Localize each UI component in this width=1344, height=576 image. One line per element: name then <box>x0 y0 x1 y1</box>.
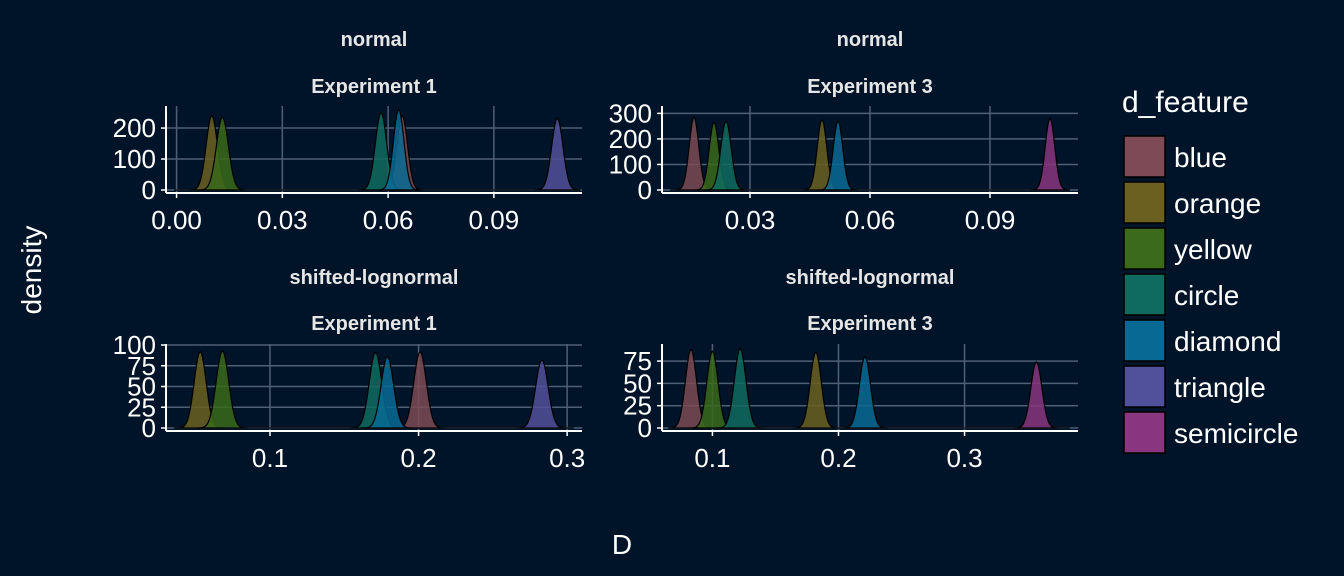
x-tick-label: 0.03 <box>725 205 776 235</box>
legend-key-swatch <box>1123 319 1166 362</box>
legend-key-swatch <box>1123 181 1166 224</box>
x-tick-label: 0.1 <box>252 443 288 473</box>
x-tick-label: 0.06 <box>363 205 414 235</box>
x-tick-label: 0.09 <box>469 205 520 235</box>
legend: d_feature blue orange yellow circle diamond t… <box>1122 86 1298 454</box>
x-tick-label: 0.03 <box>257 205 308 235</box>
legend-key-swatch <box>1123 411 1166 454</box>
facet-subtitle: Experiment 3 <box>807 313 933 335</box>
facet-title: shifted-lognormal <box>786 267 955 289</box>
legend-label: orange <box>1174 188 1261 219</box>
legend-item-orange: orange <box>1123 181 1261 224</box>
legend-item-circle: circle <box>1123 273 1239 316</box>
y-tick-label: 25 <box>127 392 156 422</box>
density-curve-diamond <box>376 108 421 191</box>
y-tick-label: 0 <box>638 413 652 443</box>
y-tick-label: 100 <box>609 149 652 179</box>
density-curve-triangle <box>534 117 581 191</box>
y-tick-label: 0 <box>638 175 652 205</box>
x-tick-label: 0.3 <box>549 443 585 473</box>
x-tick-label: 0.3 <box>946 443 982 473</box>
y-tick-label: 200 <box>609 124 652 154</box>
y-tick-label: 300 <box>609 98 652 128</box>
legend-label: semicircle <box>1174 418 1298 449</box>
x-tick-label: 0.2 <box>820 443 856 473</box>
facet-subtitle: Experiment 1 <box>311 76 437 98</box>
facet-title: normal <box>837 29 904 51</box>
x-tick-label: 0.2 <box>400 443 436 473</box>
y-tick-label: 50 <box>127 372 156 402</box>
facet-panel: normal Experiment 1 0.00 0.03 0.06 0.09 010020… <box>113 29 582 235</box>
y-tick-label: 0 <box>142 413 156 443</box>
y-tick-label: 25 <box>623 391 652 421</box>
legend-item-triangle: triangle <box>1123 365 1266 408</box>
y-tick-label: 50 <box>623 368 652 398</box>
legend-key-swatch <box>1123 365 1166 408</box>
density-curve-circle <box>716 347 764 429</box>
x-axis-title: D <box>612 529 632 560</box>
density-curve-blue <box>394 350 446 429</box>
facet-subtitle: Experiment 3 <box>807 76 933 98</box>
y-tick-label: 100 <box>113 144 156 174</box>
x-tick-label: 0.1 <box>694 443 730 473</box>
facet-panel: shifted-lognormal Experiment 1 0.1 0.2 0.3 02… <box>113 267 586 473</box>
legend-key-swatch <box>1123 135 1166 178</box>
facet-subtitle: Experiment 1 <box>311 313 437 335</box>
legend-item-diamond: diamond <box>1123 319 1281 362</box>
legend-key-swatch <box>1123 273 1166 316</box>
density-curve-orange <box>793 351 839 429</box>
y-tick-label: 75 <box>127 351 156 381</box>
y-axis-title: density <box>16 226 47 315</box>
legend-label: yellow <box>1174 234 1253 265</box>
y-tick-label: 75 <box>623 346 652 376</box>
legend-title: d_feature <box>1122 86 1249 119</box>
x-tick-label: 0.00 <box>151 205 202 235</box>
legend-label: blue <box>1174 142 1227 173</box>
facet-title: shifted-lognormal <box>290 267 459 289</box>
x-tick-label: 0.09 <box>965 205 1016 235</box>
legend-label: circle <box>1174 280 1239 311</box>
legend-item-blue: blue <box>1123 135 1227 178</box>
legend-label: triangle <box>1174 372 1266 403</box>
legend-label: diamond <box>1174 326 1281 357</box>
x-tick-label: 0.06 <box>845 205 896 235</box>
y-tick-label: 200 <box>113 113 156 143</box>
y-tick-label: 100 <box>113 330 156 360</box>
facet-title: normal <box>341 29 408 51</box>
y-tick-label: 0 <box>142 175 156 205</box>
legend-item-semicircle: semicircle <box>1123 411 1298 454</box>
legend-item-yellow: yellow <box>1123 227 1253 270</box>
density-curve-yellow <box>196 349 249 429</box>
legend-key-swatch <box>1123 227 1166 270</box>
facet-panel: shifted-lognormal Experiment 3 0.1 0.2 0.3 02… <box>623 267 1078 473</box>
